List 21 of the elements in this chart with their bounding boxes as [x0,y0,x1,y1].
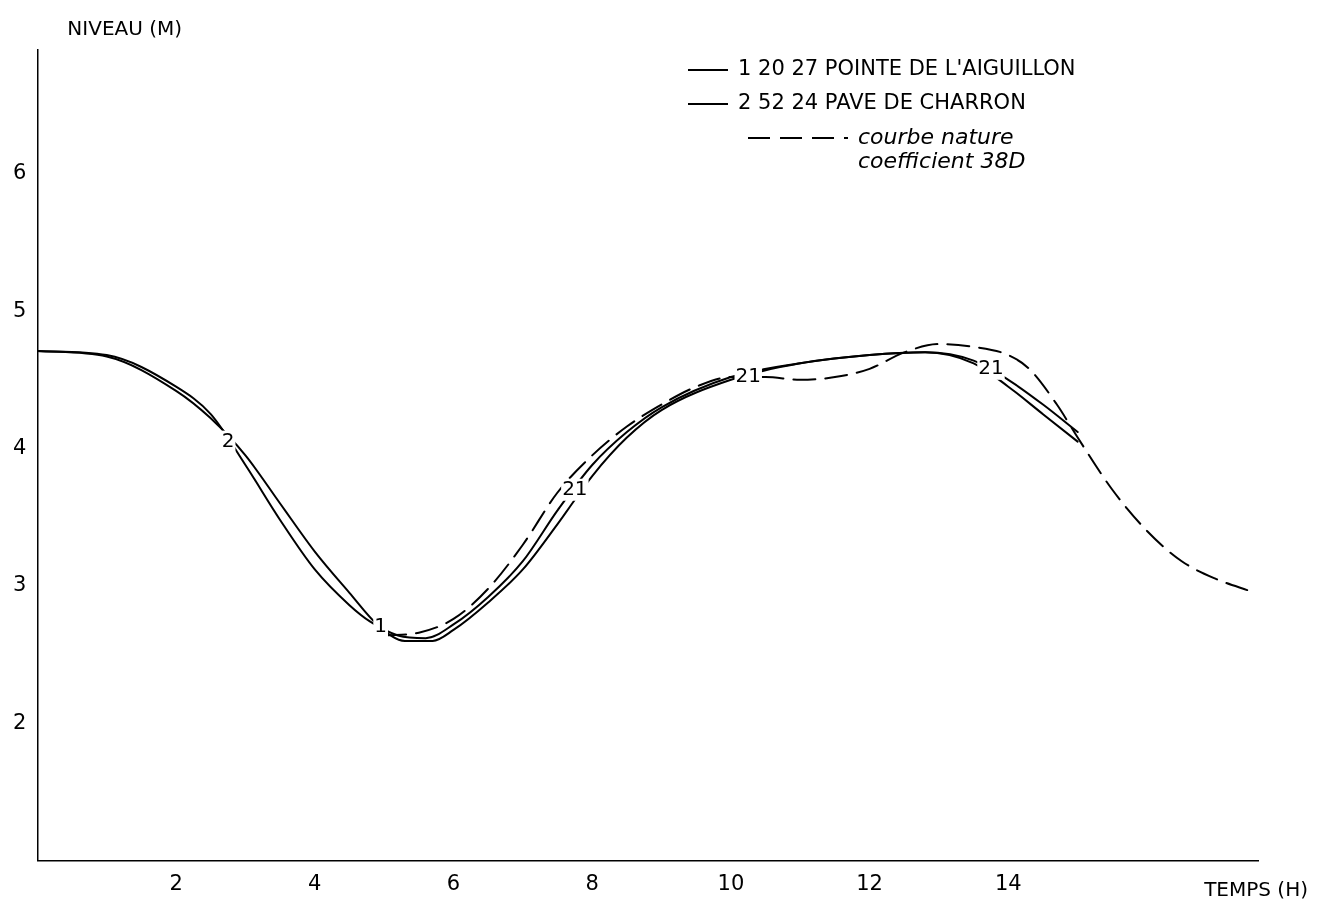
y-axis-title: NIVEAU (M) [67,16,183,41]
annotation: 2 [221,427,235,452]
x-tick-label: 8 [585,870,599,895]
y-tick-label: 6 [12,160,27,185]
y-tick-label: 2 [12,709,27,734]
annotation: 21 [735,363,761,388]
legend-label: 2 52 24 PAVE DE CHARRON [738,90,1026,115]
x-tick-label: 2 [169,870,183,895]
annotation: 21 [978,355,1004,380]
x-tick-label: 4 [308,870,322,895]
y-tick-label: 5 [12,297,27,322]
x-tick-label: 14 [994,870,1022,895]
y-tick-label: 4 [12,434,27,459]
x-axis-title: TEMPS (H) [1203,877,1308,901]
annotation: 21 [562,475,588,500]
x-tick-label: 10 [717,870,745,895]
x-tick-label: 12 [856,870,883,895]
legend-label: courbe nature coefficient 38D [858,123,1026,173]
y-tick-label: 3 [12,572,27,597]
x-tick-label: 6 [446,870,461,895]
legend-label: 1 20 27 POINTE DE L'AIGUILLON [738,56,1076,81]
